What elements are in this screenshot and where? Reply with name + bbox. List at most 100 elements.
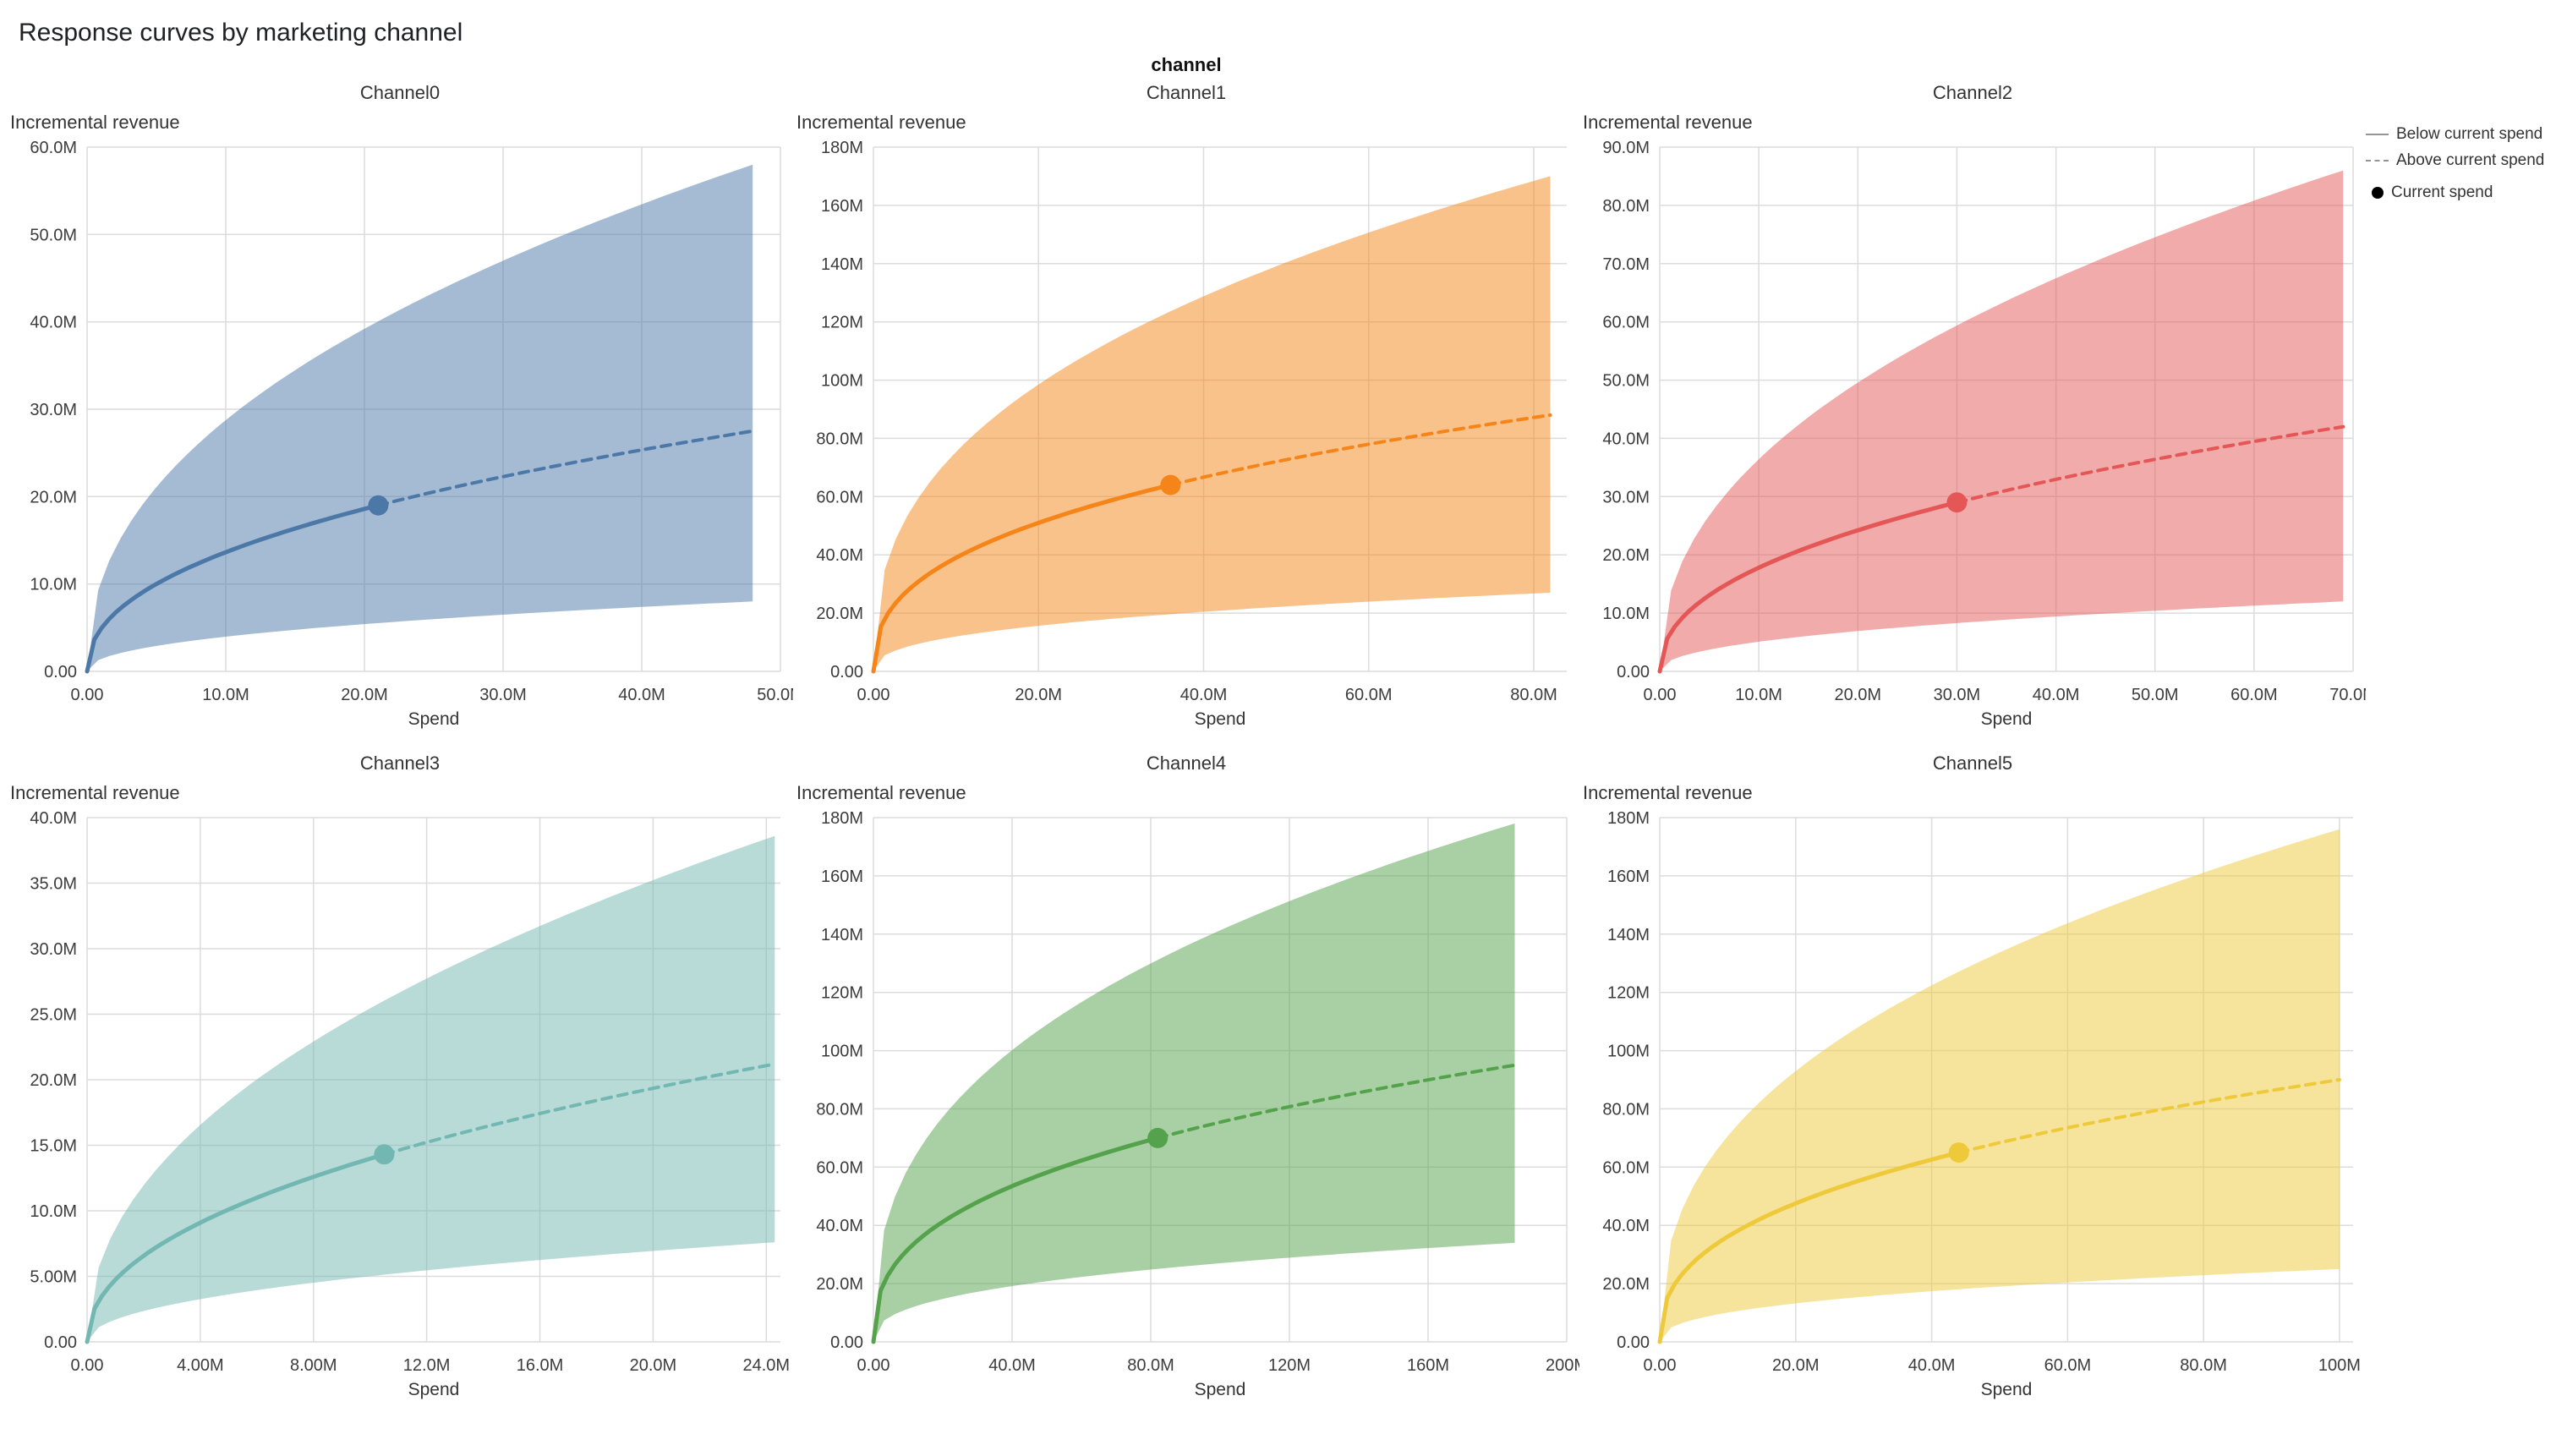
chart-title: Channel1 <box>1146 82 1227 103</box>
y-tick-label: 0.00 <box>44 663 77 681</box>
y-tick-label: 60.0M <box>816 488 863 506</box>
chart-cell: Channel0 Incremental revenue 0.00 10.0M 20… <box>7 79 793 733</box>
legend: Below current spend Above current spend … <box>2366 79 2557 210</box>
x-tick-label: 20.0M <box>1835 686 1882 704</box>
chart-cell: Channel5 Incremental revenue 0.00 20.0M 40… <box>1579 750 2366 1404</box>
x-tick-label: 50.0M <box>757 686 793 704</box>
x-tick-label: 20.0M <box>630 1356 677 1375</box>
x-axis-title: Spend <box>408 709 460 729</box>
y-tick-label: 30.0M <box>1602 488 1650 506</box>
current-spend-dot <box>1147 1127 1169 1148</box>
y-tick-label: 40.0M <box>816 1217 863 1235</box>
y-tick-label: 100M <box>821 372 863 391</box>
y-tick-label: 20.0M <box>816 605 863 623</box>
y-tick-label: 100M <box>1607 1043 1650 1061</box>
x-tick-label: 60.0M <box>1345 686 1393 704</box>
y-tick-label: 60.0M <box>30 139 77 157</box>
y-tick-label: 40.0M <box>816 546 863 565</box>
y-tick-label: 140M <box>821 926 863 944</box>
solid-line-icon <box>2366 134 2389 135</box>
y-axis-title: Incremental revenue <box>796 782 966 803</box>
y-axis-title: Incremental revenue <box>10 112 180 133</box>
confidence-band <box>1660 829 2340 1342</box>
y-tick-label: 120M <box>1607 984 1650 1003</box>
y-tick-label: 80.0M <box>816 1100 863 1119</box>
page-title: Response curves by marketing channel <box>19 19 463 47</box>
y-tick-label: 120M <box>821 984 863 1003</box>
y-axis-title: Incremental revenue <box>1583 112 1753 133</box>
y-tick-label: 50.0M <box>30 226 77 244</box>
y-tick-label: 160M <box>821 868 863 886</box>
y-tick-label: 40.0M <box>1602 1217 1650 1235</box>
current-spend-dot <box>374 1144 395 1165</box>
y-tick-label: 180M <box>1607 809 1650 828</box>
above-current-spend-curve <box>382 1062 777 1157</box>
confidence-band <box>87 835 775 1342</box>
x-tick-label: 50.0M <box>2132 686 2179 704</box>
x-tick-label: 80.0M <box>2180 1356 2227 1375</box>
confidence-band <box>873 823 1515 1342</box>
y-tick-label: 15.0M <box>30 1137 77 1156</box>
y-tick-label: 40.0M <box>1602 430 1650 448</box>
chart-cell: Channel1 Incremental revenue 0.00 20.0M 40… <box>793 79 1579 733</box>
y-tick-label: 30.0M <box>30 401 77 419</box>
x-tick-label: 60.0M <box>2230 686 2278 704</box>
x-tick-label: 80.0M <box>1127 1356 1174 1375</box>
x-axis-title: Spend <box>1195 1380 1246 1399</box>
chart-plot: 0.00 10.0M 20.0M 30.0M 40.0M 50.0M 0.00 10.0M 20… <box>30 139 793 729</box>
y-tick-label: 0.00 <box>830 1333 863 1352</box>
below-current-spend-curve <box>1657 1150 1962 1344</box>
y-tick-label: 160M <box>1607 868 1650 886</box>
y-tick-label: 20.0M <box>1602 546 1650 565</box>
x-tick-label: 8.00M <box>290 1356 337 1375</box>
filled-dot-icon <box>2372 187 2384 199</box>
above-current-spend-curve <box>376 429 755 507</box>
y-axis-title: Incremental revenue <box>796 112 966 133</box>
confidence-band <box>873 176 1551 671</box>
above-current-spend-curve <box>1156 1063 1517 1140</box>
y-tick-label: 40.0M <box>30 809 77 828</box>
above-current-spend-curve <box>1169 413 1552 487</box>
current-spend-dot <box>368 495 389 516</box>
legend-item-current-spend: Current spend <box>2366 183 2557 202</box>
chart-title: Channel5 <box>1932 753 2013 774</box>
x-tick-label: 120M <box>1268 1356 1311 1375</box>
y-tick-label: 80.0M <box>816 430 863 448</box>
below-current-spend-curve <box>85 503 380 674</box>
y-tick-label: 20.0M <box>1602 1275 1650 1294</box>
y-tick-label: 20.0M <box>30 1071 77 1090</box>
y-tick-label: 70.0M <box>1602 255 1650 274</box>
chart-cell: Channel2 Incremental revenue 0.00 10.0M 20… <box>1579 79 2366 733</box>
x-tick-label: 40.0M <box>1180 686 1228 704</box>
y-tick-label: 0.00 <box>830 663 863 681</box>
chart-plot: 0.00 20.0M 40.0M 60.0M 80.0M 100M 0.00 20.0M 40.… <box>1602 809 2361 1399</box>
y-tick-label: 60.0M <box>1602 1158 1650 1177</box>
legend-item-below-current-spend: Below current spend <box>2366 125 2557 144</box>
y-tick-label: 5.00M <box>30 1268 77 1287</box>
chart-cell: Channel3 Incremental revenue 0.00 4.00M 8.… <box>7 750 793 1404</box>
y-tick-label: 10.0M <box>30 1202 77 1221</box>
below-current-spend-curve <box>1657 500 1959 674</box>
x-tick-label: 70.0M <box>2329 686 2366 704</box>
x-tick-label: 30.0M <box>479 686 527 704</box>
y-tick-label: 0.00 <box>44 1333 77 1352</box>
chart-plot: 0.00 40.0M 80.0M 120M 160M 200M 0.00 20.0M 40.0M… <box>816 809 1579 1399</box>
y-tick-label: 60.0M <box>816 1158 863 1177</box>
confidence-band <box>87 164 753 671</box>
legend-label: Above current spend <box>2396 151 2545 169</box>
chart-plot: 0.00 20.0M 40.0M 60.0M 80.0M 0.00 20.0M 40.0M 60… <box>816 139 1567 729</box>
below-current-spend-curve <box>871 483 1173 674</box>
y-tick-label: 0.00 <box>1617 663 1650 681</box>
x-tick-label: 80.0M <box>1510 686 1557 704</box>
y-tick-label: 180M <box>821 139 863 157</box>
current-spend-dot <box>1946 492 1968 513</box>
x-tick-label: 160M <box>1407 1356 1449 1375</box>
above-current-spend-curve <box>1955 424 2345 505</box>
confidence-band <box>1660 170 2344 672</box>
y-tick-label: 80.0M <box>1602 1100 1650 1119</box>
y-tick-label: 0.00 <box>1617 1333 1650 1352</box>
y-tick-label: 10.0M <box>1602 605 1650 623</box>
above-current-spend-curve <box>1957 1078 2341 1155</box>
x-tick-label: 20.0M <box>341 686 388 704</box>
y-tick-label: 40.0M <box>30 314 77 332</box>
